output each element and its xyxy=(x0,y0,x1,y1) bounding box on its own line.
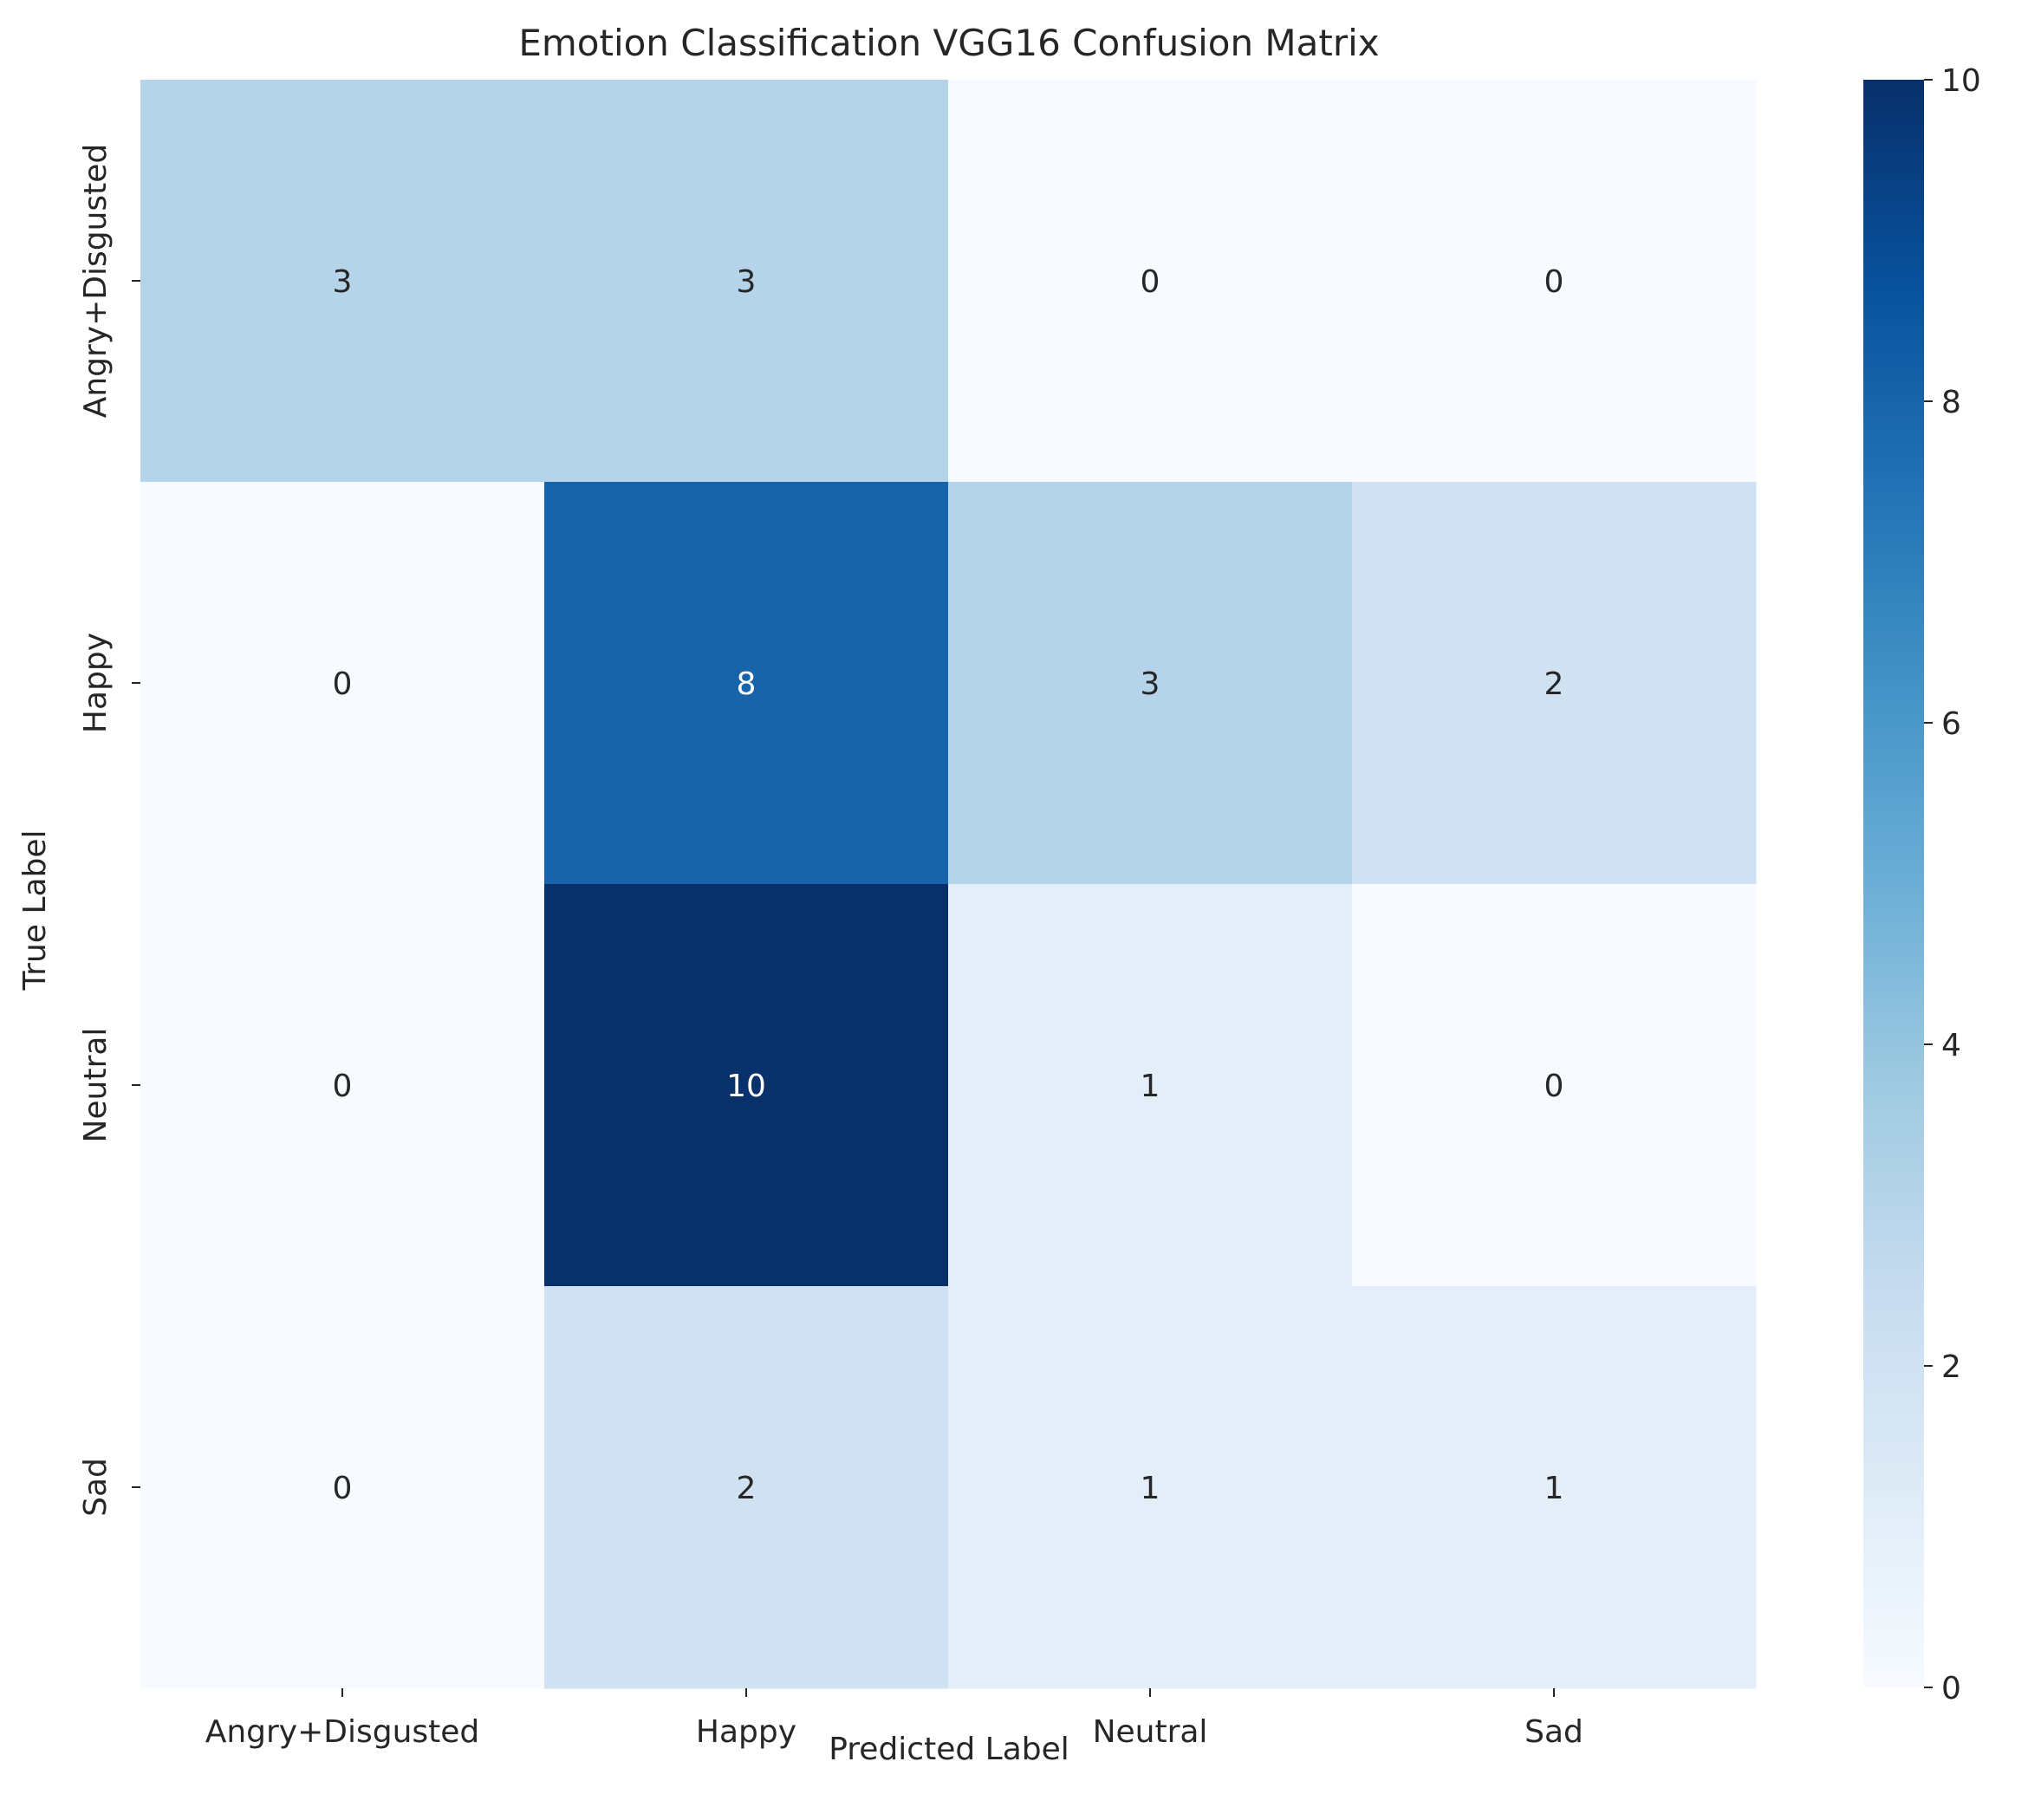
heatmap-cell xyxy=(544,884,949,1287)
heatmap-cell xyxy=(544,482,949,885)
heatmap-cell-value: 2 xyxy=(1544,666,1564,702)
heatmap-cell-value: 3 xyxy=(737,264,757,300)
heatmap-cell xyxy=(1352,80,1757,483)
colorbar-tick-label: 2 xyxy=(1941,1349,1961,1385)
heatmap-cell xyxy=(948,884,1353,1287)
heatmap-cell-value: 1 xyxy=(1141,1471,1160,1506)
heatmap-cell xyxy=(140,884,545,1287)
heatmap-cell xyxy=(544,1286,949,1689)
heatmap-cell-labels: 3 3 0 00 8 3 20 10 1 00 2 1 1 xyxy=(333,264,1564,1506)
heatmap-cell-value: 8 xyxy=(737,666,757,702)
heatmap-cell-value: 1 xyxy=(1141,1069,1160,1104)
colorbar-tick-label: 6 xyxy=(1941,706,1961,742)
colorbar-ticks: 0 2 4 6 8 10 xyxy=(1924,63,1981,1706)
heatmap-cell-value: 0 xyxy=(1544,1069,1564,1104)
y-axis-ticks: Angry+Disgusted Happy Neutral Sad xyxy=(78,144,140,1517)
heatmap-cell xyxy=(544,80,949,483)
heatmap-cell-value: 0 xyxy=(333,666,353,702)
heatmap-cell-value: 10 xyxy=(726,1069,766,1104)
x-tick-label: Angry+Disgusted xyxy=(205,1714,480,1750)
x-axis-ticks: Angry+Disgusted Happy Neutral Sad xyxy=(205,1688,1583,1750)
heatmap-cell xyxy=(1352,482,1757,885)
y-tick-label: Neutral xyxy=(78,1028,114,1143)
heatmap-cell xyxy=(948,80,1353,483)
x-tick-label: Sad xyxy=(1524,1714,1583,1750)
colorbar xyxy=(1863,80,1924,1687)
heatmap-cell-value: 0 xyxy=(333,1471,353,1506)
heatmap-cell xyxy=(948,482,1353,885)
colorbar-tick-label: 10 xyxy=(1941,63,1981,99)
y-axis-label: True Label xyxy=(17,829,53,991)
heatmap-cell-value: 0 xyxy=(333,1069,353,1104)
heatmap-cell xyxy=(1352,884,1757,1287)
y-tick-label: Sad xyxy=(78,1458,114,1517)
y-tick-label: Angry+Disgusted xyxy=(78,144,114,419)
x-tick-label: Neutral xyxy=(1093,1714,1208,1750)
heatmap-cell xyxy=(140,1286,545,1689)
heatmap-cell-value: 2 xyxy=(737,1471,757,1506)
y-tick-label: Happy xyxy=(78,633,114,733)
heatmap-cell-value: 3 xyxy=(333,264,353,300)
colorbar-tick-label: 4 xyxy=(1941,1028,1961,1063)
heatmap-cell xyxy=(140,482,545,885)
heatmap-cell-value: 1 xyxy=(1544,1471,1564,1506)
chart-title: Emotion Classification VGG16 Confusion M… xyxy=(518,22,1379,64)
heatmap-cell xyxy=(1352,1286,1757,1689)
heatmap-cells xyxy=(140,80,1757,1689)
colorbar-tick-label: 8 xyxy=(1941,385,1961,420)
heatmap-cell-value: 0 xyxy=(1141,264,1160,300)
x-tick-label: Happy xyxy=(696,1714,796,1750)
heatmap-cell xyxy=(948,1286,1353,1689)
heatmap-cell xyxy=(140,80,545,483)
x-axis-label: Predicted Label xyxy=(829,1732,1069,1767)
heatmap-cell-value: 0 xyxy=(1544,264,1564,300)
heatmap-cell-value: 3 xyxy=(1141,666,1160,702)
colorbar-tick-label: 0 xyxy=(1941,1671,1961,1706)
